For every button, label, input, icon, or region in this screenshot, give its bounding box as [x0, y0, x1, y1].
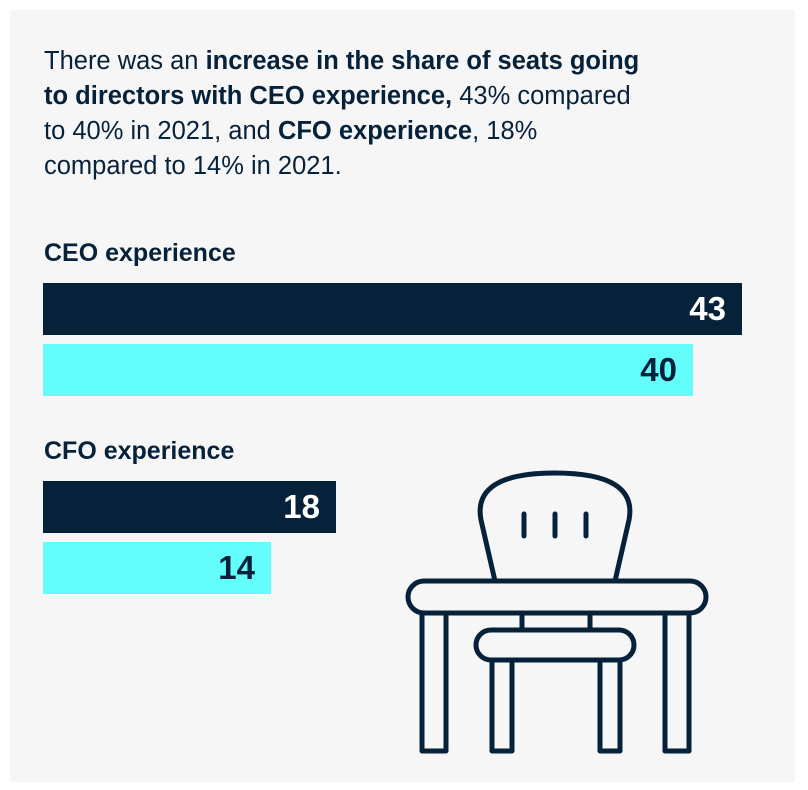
- intro-part-2: 43% compared to 40% in 2021, and: [44, 82, 631, 145]
- bar-0-1: 40: [43, 344, 693, 396]
- bar-value-label: 43: [689, 290, 726, 327]
- bar-value-label: 14: [218, 549, 255, 586]
- group-title-0: CEO experience: [44, 239, 236, 267]
- intro-part-3: , 18% compared to 14% in 2021.: [44, 117, 538, 180]
- bar-value-label: 18: [283, 488, 320, 525]
- bar-value-label: 40: [640, 351, 677, 388]
- bar-1-0: 18: [43, 481, 336, 533]
- bar-0-0: 43: [43, 283, 742, 335]
- desk-chair-icon: [405, 470, 709, 754]
- group-title-1: CFO experience: [44, 437, 235, 465]
- intro-part-1: There was an: [44, 47, 206, 75]
- bar-1-1: 14: [43, 542, 271, 594]
- intro-highlight-cfo: CFO experience: [277, 117, 473, 145]
- intro-text: There was an increase in the share of se…: [44, 44, 644, 184]
- intro-highlight-ceo: increase in the share of seats going to …: [44, 47, 640, 110]
